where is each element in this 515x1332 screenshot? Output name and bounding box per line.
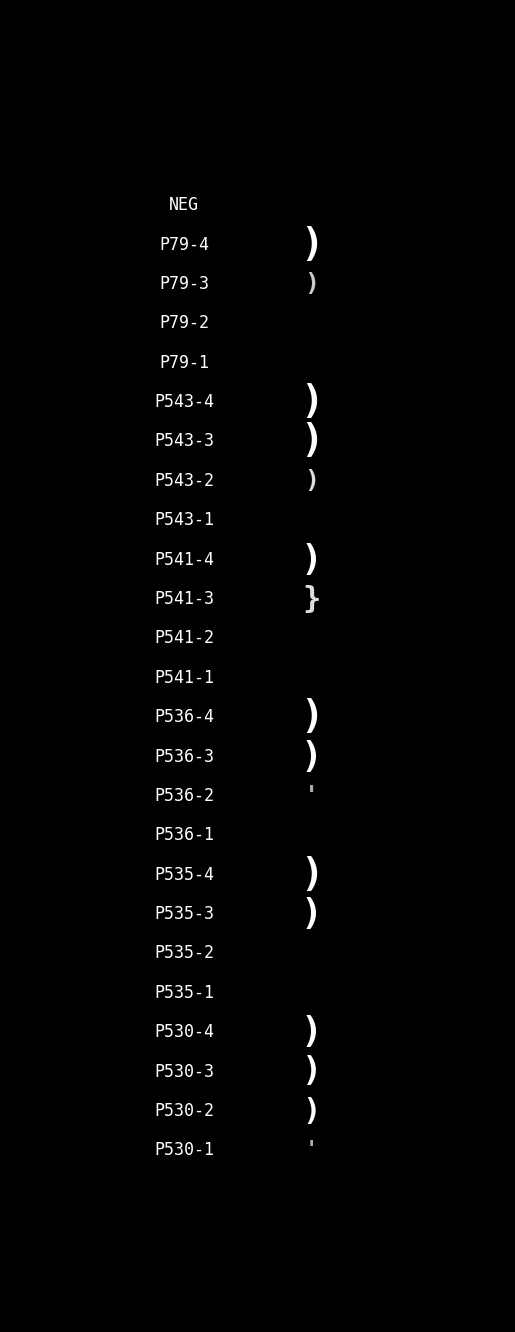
Text: ): ) bbox=[304, 469, 319, 493]
Text: P79-3: P79-3 bbox=[159, 274, 209, 293]
Text: P79-2: P79-2 bbox=[159, 314, 209, 332]
Text: P79-4: P79-4 bbox=[159, 236, 209, 253]
Text: P535-2: P535-2 bbox=[154, 944, 214, 963]
Text: P543-2: P543-2 bbox=[154, 472, 214, 490]
Text: P541-3: P541-3 bbox=[154, 590, 214, 607]
Text: NEG: NEG bbox=[169, 196, 199, 214]
Text: ): ) bbox=[301, 1015, 323, 1050]
Text: P530-2: P530-2 bbox=[154, 1102, 214, 1120]
Text: P543-4: P543-4 bbox=[154, 393, 214, 412]
Text: ): ) bbox=[303, 1096, 321, 1126]
Text: ): ) bbox=[300, 225, 323, 264]
Text: ): ) bbox=[304, 272, 319, 296]
Text: ): ) bbox=[300, 855, 323, 894]
Text: ': ' bbox=[304, 785, 319, 809]
Text: ): ) bbox=[300, 422, 323, 461]
Text: P530-3: P530-3 bbox=[154, 1063, 214, 1080]
Text: P535-3: P535-3 bbox=[154, 906, 214, 923]
Text: P535-1: P535-1 bbox=[154, 984, 214, 1002]
Text: }: } bbox=[303, 585, 321, 614]
Text: P530-4: P530-4 bbox=[154, 1023, 214, 1042]
Text: ): ) bbox=[301, 896, 323, 931]
Text: P530-1: P530-1 bbox=[154, 1142, 214, 1159]
Text: P541-2: P541-2 bbox=[154, 630, 214, 647]
Text: P536-4: P536-4 bbox=[154, 709, 214, 726]
Text: P543-1: P543-1 bbox=[154, 511, 214, 529]
Text: ): ) bbox=[302, 1055, 322, 1088]
Text: ): ) bbox=[300, 384, 323, 421]
Text: ): ) bbox=[300, 698, 323, 737]
Text: P536-1: P536-1 bbox=[154, 826, 214, 844]
Text: P536-3: P536-3 bbox=[154, 747, 214, 766]
Text: ): ) bbox=[301, 739, 323, 774]
Text: P543-3: P543-3 bbox=[154, 433, 214, 450]
Text: P536-2: P536-2 bbox=[154, 787, 214, 805]
Text: P535-4: P535-4 bbox=[154, 866, 214, 883]
Text: ): ) bbox=[301, 542, 323, 577]
Text: P79-1: P79-1 bbox=[159, 354, 209, 372]
Text: P541-4: P541-4 bbox=[154, 550, 214, 569]
Text: ': ' bbox=[305, 1140, 318, 1160]
Text: P541-1: P541-1 bbox=[154, 669, 214, 687]
